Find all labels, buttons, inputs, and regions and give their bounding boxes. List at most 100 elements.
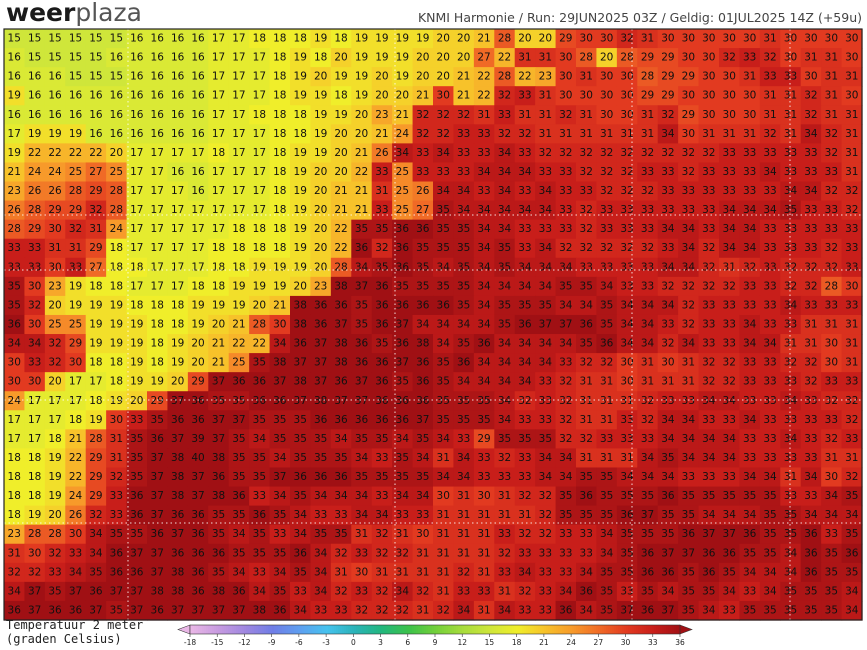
temp-cell	[616, 67, 638, 87]
temp-label: 39	[191, 433, 204, 445]
temp-label: 35	[620, 490, 633, 502]
temp-label: 36	[641, 604, 655, 616]
temp-label: 35	[600, 471, 613, 483]
temp-label: 32	[580, 166, 593, 178]
temp-cell	[269, 86, 291, 106]
temp-label: 18	[171, 319, 184, 331]
temp-label: 35	[580, 338, 593, 350]
temp-label: 33	[580, 528, 593, 540]
temp-label: 18	[253, 33, 266, 45]
colorbar-tick-label: 24	[566, 638, 576, 647]
temp-cell	[576, 219, 598, 240]
temp-cell	[494, 86, 516, 106]
temp-label: 34	[355, 452, 369, 464]
temp-cell	[555, 238, 577, 259]
temp-label: 28	[28, 528, 41, 540]
temp-label: 31	[825, 71, 838, 83]
temp-cell	[841, 48, 863, 68]
temp-label: 19	[28, 128, 41, 140]
temp-label: 37	[212, 604, 225, 616]
temp-cell	[841, 486, 863, 507]
temp-label: 34	[641, 338, 655, 350]
temp-cell	[392, 391, 414, 411]
temp-label: 34	[804, 471, 818, 483]
temp-label: 31	[498, 509, 511, 521]
temp-cell	[841, 295, 863, 316]
temp-cell	[228, 505, 250, 526]
temp-cell	[841, 105, 863, 125]
temp-label: 35	[253, 357, 266, 369]
temp-label: 32	[559, 147, 572, 159]
temp-label: 36	[294, 338, 308, 350]
temp-label: 33	[763, 452, 776, 464]
temp-cell	[330, 467, 352, 488]
temp-label: 35	[273, 585, 286, 597]
temp-cell	[698, 86, 720, 106]
temp-label: 32	[580, 204, 593, 216]
temp-cell	[330, 543, 352, 564]
temp-cell	[85, 219, 107, 240]
temp-label: 17	[253, 128, 266, 140]
temp-label: 20	[253, 299, 266, 311]
temp-cell	[187, 105, 209, 125]
temp-cell	[453, 543, 475, 564]
temp-label: 33	[763, 185, 776, 197]
temp-cell	[4, 219, 26, 240]
temp-cell	[167, 238, 189, 259]
temp-label: 35	[273, 509, 286, 521]
temp-cell	[514, 353, 536, 373]
temp-label: 32	[682, 319, 695, 331]
temp-label: 17	[130, 280, 143, 292]
temp-cell	[4, 410, 26, 430]
temp-cell	[44, 429, 66, 450]
colorbar-tick-label: 12	[457, 638, 467, 647]
temp-cell	[290, 162, 312, 183]
model-info: KNMI Harmonie / Run: 29JUN2025 03Z / Gel…	[418, 10, 862, 25]
temp-cell	[330, 353, 352, 373]
temp-label: 34	[437, 471, 451, 483]
temp-label: 33	[559, 357, 572, 369]
temp-cell	[167, 505, 189, 526]
temp-cell	[616, 257, 638, 278]
temp-label: 18	[273, 204, 286, 216]
temp-label: 21	[457, 71, 470, 83]
temp-cell	[576, 314, 598, 335]
temp-label: 36	[416, 376, 430, 388]
temp-label: 19	[294, 242, 307, 254]
temp-cell	[147, 124, 169, 144]
temp-label: 36	[600, 338, 614, 350]
temp-label: 36	[273, 395, 287, 407]
temp-cell	[392, 105, 414, 125]
temp-label: 33	[702, 185, 715, 197]
temp-label: 32	[661, 109, 674, 121]
temp-cell	[330, 295, 352, 316]
colorbar-tick-label: 15	[485, 638, 495, 647]
temp-label: 19	[253, 261, 266, 273]
temp-cell	[453, 486, 475, 507]
temp-label: 18	[89, 395, 102, 407]
temp-cell	[24, 314, 46, 335]
temp-cell	[310, 391, 332, 411]
temp-label: 34	[498, 338, 512, 350]
temp-label: 32	[89, 204, 102, 216]
temp-label: 35	[702, 585, 715, 597]
temp-cell	[616, 486, 638, 507]
temp-cell	[65, 238, 87, 259]
temp-label: 34	[539, 185, 553, 197]
temp-label: 33	[784, 71, 797, 83]
temp-cell	[494, 276, 516, 297]
temp-label: 34	[498, 280, 512, 292]
temp-label: 17	[48, 414, 61, 426]
temp-cell	[269, 105, 291, 125]
temp-cell	[310, 48, 332, 68]
temp-cell	[514, 372, 536, 392]
temp-label: 33	[559, 223, 572, 235]
temp-label: 32	[416, 585, 429, 597]
temp-cell	[208, 410, 230, 430]
temp-label: 31	[784, 471, 797, 483]
temp-label: 36	[89, 585, 103, 597]
temp-label: 34	[294, 604, 308, 616]
temp-label: 32	[641, 185, 654, 197]
temp-label: 33	[559, 185, 572, 197]
temp-label: 20	[437, 52, 450, 64]
